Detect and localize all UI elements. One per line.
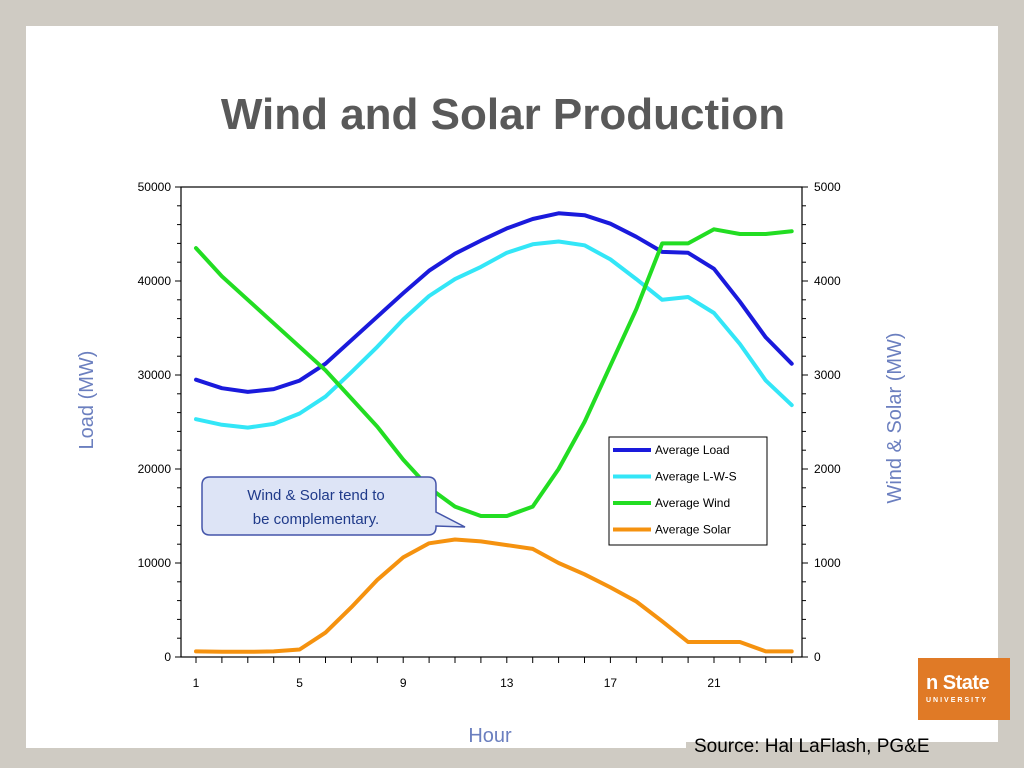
- y-right-tick-label: 2000: [814, 462, 841, 476]
- x-tick-label: 1: [193, 676, 200, 690]
- legend-label-average-load: Average Load: [655, 443, 730, 457]
- logo-subtext: UNIVERSITY: [926, 697, 989, 704]
- legend-box: [608, 436, 768, 546]
- series-line-average-wind: [194, 227, 794, 518]
- y-right-tick-label: 1000: [814, 556, 841, 570]
- x-tick-label: 21: [707, 676, 721, 690]
- footer-strip: [26, 742, 686, 748]
- logo-text: n State: [926, 672, 990, 694]
- slide-title: Wind and Solar Production: [220, 90, 786, 139]
- y-left-tick-label: 10000: [138, 556, 172, 570]
- legend-label-average-wind: Average Wind: [655, 496, 730, 510]
- y-right-tick-label: 3000: [814, 368, 841, 382]
- callout-bubble: [201, 476, 466, 536]
- legend-label-average-solar: Average Solar: [655, 523, 731, 537]
- series-line-average-load: [194, 211, 794, 394]
- source-caption: Source: Hal LaFlash, PG&E: [694, 736, 930, 757]
- y-left-tick-label: 40000: [138, 274, 172, 288]
- y-left-tick-label: 0: [164, 650, 171, 664]
- series-line-average-solar: [194, 537, 794, 654]
- x-tick-label: 13: [500, 676, 514, 690]
- y-left-tick-label: 20000: [138, 462, 172, 476]
- x-tick-label: 9: [400, 676, 407, 690]
- y-left-tick-label: 50000: [138, 180, 172, 194]
- y-axis-right-title: Wind & Solar (MW): [884, 332, 906, 503]
- series-line-average-l-w-s: [194, 239, 794, 430]
- x-axis-title: Hour: [468, 725, 512, 747]
- y-right-tick-label: 5000: [814, 180, 841, 194]
- y-axis-left-title: Load (MW): [76, 351, 98, 450]
- plot-area: [180, 186, 803, 658]
- callout-line-1: Wind & Solar tend to: [247, 487, 385, 504]
- callout: Wind & Solar tend to be complementary.: [201, 476, 466, 536]
- university-logo: n State UNIVERSITY: [918, 658, 1010, 720]
- x-tick-label: 17: [604, 676, 618, 690]
- legend-label-average-l-w-s: Average L-W-S: [655, 470, 737, 484]
- y-right-tick-label: 0: [814, 650, 821, 664]
- x-tick-label: 5: [296, 676, 303, 690]
- y-right-tick-label: 4000: [814, 274, 841, 288]
- legend: Average Load Average L-W-S Average Wind Ave…: [608, 436, 768, 546]
- y-left-tick-label: 30000: [138, 368, 172, 382]
- callout-line-2: be complementary.: [253, 511, 379, 528]
